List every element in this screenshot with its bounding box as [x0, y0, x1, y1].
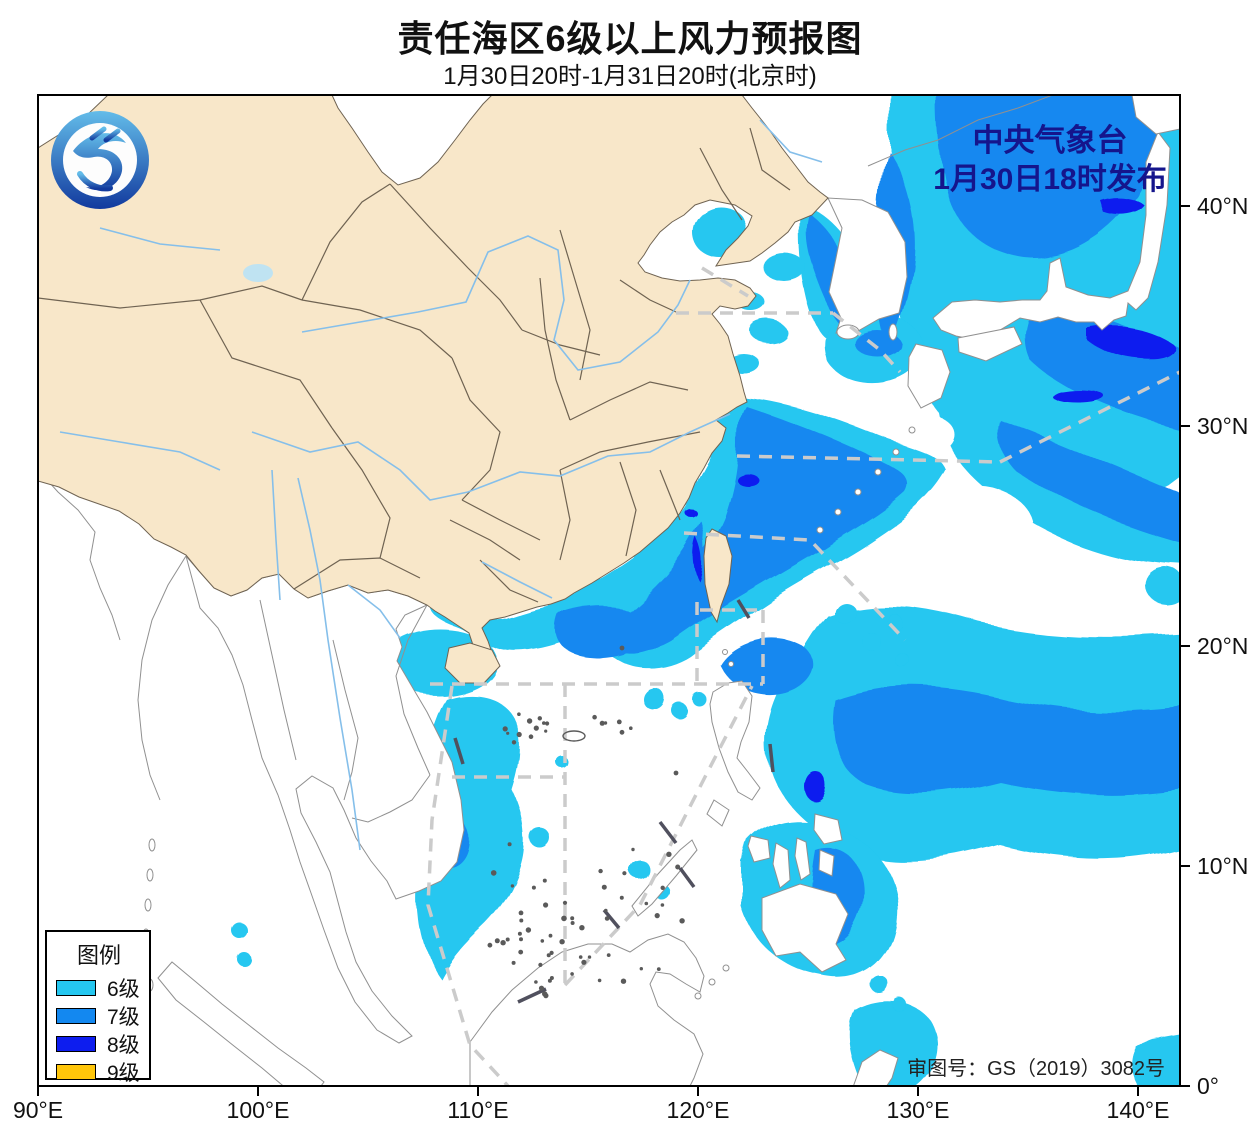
legend-label-9: 9级: [107, 1062, 140, 1085]
visayas-1: [747, 835, 771, 863]
japan-kyushu: [907, 343, 951, 409]
myanmar-coastline: [137, 555, 187, 801]
sumatra: [157, 961, 325, 1086]
legend-row: 6级: [56, 974, 149, 1002]
page-title: 责任海区6级以上风力预报图: [397, 18, 863, 59]
qinghai-lake: [243, 264, 273, 282]
visayas-5: [818, 849, 835, 877]
visayas-3: [794, 837, 811, 881]
indochina-border-1: [395, 604, 431, 776]
legend-swatch-8: [56, 1036, 96, 1052]
bengal-coastline: [38, 469, 121, 641]
y-tick-label: 20°N: [1197, 633, 1248, 659]
wind-area-gaps: [904, 414, 1033, 570]
visayas-2: [772, 842, 791, 889]
cma-logo: [51, 111, 149, 209]
legend-swatch-6: [56, 980, 96, 996]
legend-row: 7级: [56, 1002, 149, 1030]
sulawesi-tip: [852, 1049, 899, 1086]
legend-row: 8级: [56, 1030, 149, 1058]
y-tick-label: 40°N: [1197, 193, 1248, 219]
wind-area-7: [438, 95, 1180, 945]
mindoro: [706, 799, 730, 827]
korea-peninsula: [827, 197, 908, 334]
japan-honshu: [932, 130, 1171, 341]
legend-label-6: 6级: [107, 978, 140, 1001]
x-tick-label: 100°E: [227, 1097, 290, 1123]
mindanao: [761, 883, 849, 973]
japan-hokkaido: [1131, 95, 1180, 135]
hainan-island: [444, 642, 501, 684]
tsushima-island: [888, 323, 898, 341]
x-tick-label: 110°E: [447, 1097, 508, 1123]
x-tick-label: 90°E: [13, 1097, 63, 1123]
legend-swatch-7: [56, 1008, 96, 1024]
palawan: [631, 839, 698, 917]
foreign-land: [38, 95, 1180, 1086]
island-specks: [487, 645, 685, 999]
x-tick-label: 120°E: [667, 1097, 730, 1123]
rivers: [59, 119, 823, 851]
page-subtitle: 1月30日20时-1月31日20时(北京时): [443, 63, 817, 90]
indochina-border-3: [259, 599, 297, 761]
legend-label-7: 7级: [107, 1006, 140, 1029]
y-tick-label: 0°: [1197, 1073, 1219, 1099]
axis-labels: 90°E 100°E 110°E 120°E 130°E 140°E 0° 10…: [13, 193, 1248, 1123]
x-tick-label: 140°E: [1107, 1097, 1170, 1123]
ryukyu-islands: [816, 426, 916, 534]
province-borders: [38, 127, 791, 603]
map-review-number: 审图号：GS（2019）3082号: [907, 1058, 1165, 1080]
china-landmass: [38, 95, 829, 851]
legend: 图例 6级 7级 8级 9级: [45, 930, 151, 1085]
japan-shikoku: [957, 326, 1023, 362]
y-tick-label: 30°N: [1197, 413, 1248, 439]
sea-division-lines: [426, 266, 1180, 1086]
legend-label-8: 8级: [107, 1034, 140, 1057]
axis-ticks: [37, 205, 1190, 1096]
luzon: [709, 680, 761, 801]
legend-swatch-9: [56, 1064, 96, 1080]
russia-coastline: [867, 95, 1055, 167]
indochina-border-4: [351, 774, 431, 823]
legend-title: 图例: [76, 943, 121, 968]
y-tick-label: 10°N: [1197, 853, 1248, 879]
legend-row: 9级: [56, 1058, 149, 1086]
taiwan-island: [703, 528, 733, 624]
visayas-4: [813, 813, 843, 845]
map-frame: [37, 94, 1181, 1087]
nine-dash-line: [453, 599, 775, 1004]
indochina-border-2: [332, 639, 359, 801]
x-tick-label: 130°E: [887, 1097, 950, 1123]
